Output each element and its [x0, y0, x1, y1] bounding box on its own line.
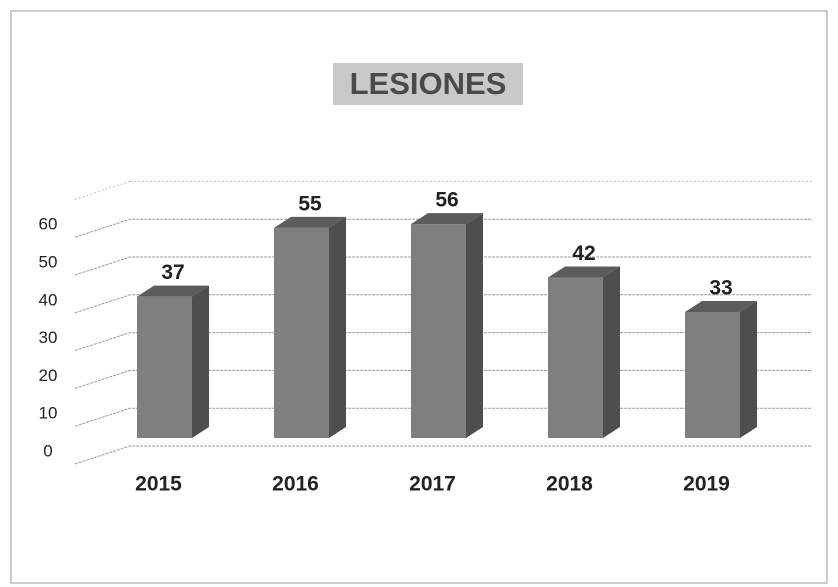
value-label: 33	[709, 276, 732, 299]
x-tick-label: 2017	[409, 473, 456, 496]
bar-side	[192, 285, 209, 438]
y-tick-label: 0	[43, 441, 52, 460]
x-tick-label: 2016	[272, 473, 319, 496]
value-label: 55	[298, 192, 322, 215]
bar-top	[274, 216, 346, 228]
x-tick-label: 2019	[683, 473, 730, 496]
grid-line	[74, 445, 812, 465]
wall-top	[74, 180, 131, 200]
y-tick-label: 30	[39, 328, 58, 347]
bar	[274, 227, 329, 438]
bar	[137, 296, 192, 438]
bar-top	[548, 266, 620, 278]
bar-side	[466, 213, 483, 438]
bar	[411, 224, 466, 438]
grid-line	[74, 256, 812, 276]
bar-top	[137, 285, 209, 297]
y-tick-label: 10	[39, 404, 58, 423]
value-label: 56	[435, 189, 458, 212]
chart-title: LESIONES	[350, 66, 507, 101]
bar-side	[740, 300, 757, 438]
bar-top	[685, 300, 757, 312]
y-tick-label: 40	[39, 290, 58, 309]
title-box	[333, 63, 523, 105]
value-label: 42	[572, 242, 595, 265]
bar	[548, 277, 603, 438]
value-label: 37	[161, 261, 184, 284]
y-tick-label: 50	[39, 252, 58, 271]
y-tick-label: 20	[39, 366, 58, 385]
bar	[685, 311, 740, 438]
x-tick-label: 2015	[135, 473, 182, 496]
x-tick-label: 2018	[546, 473, 593, 496]
grid-line	[74, 218, 812, 238]
bar-top	[411, 213, 483, 225]
bar-side	[603, 266, 620, 438]
bar-side	[329, 216, 346, 438]
y-tick-label: 60	[39, 215, 58, 234]
